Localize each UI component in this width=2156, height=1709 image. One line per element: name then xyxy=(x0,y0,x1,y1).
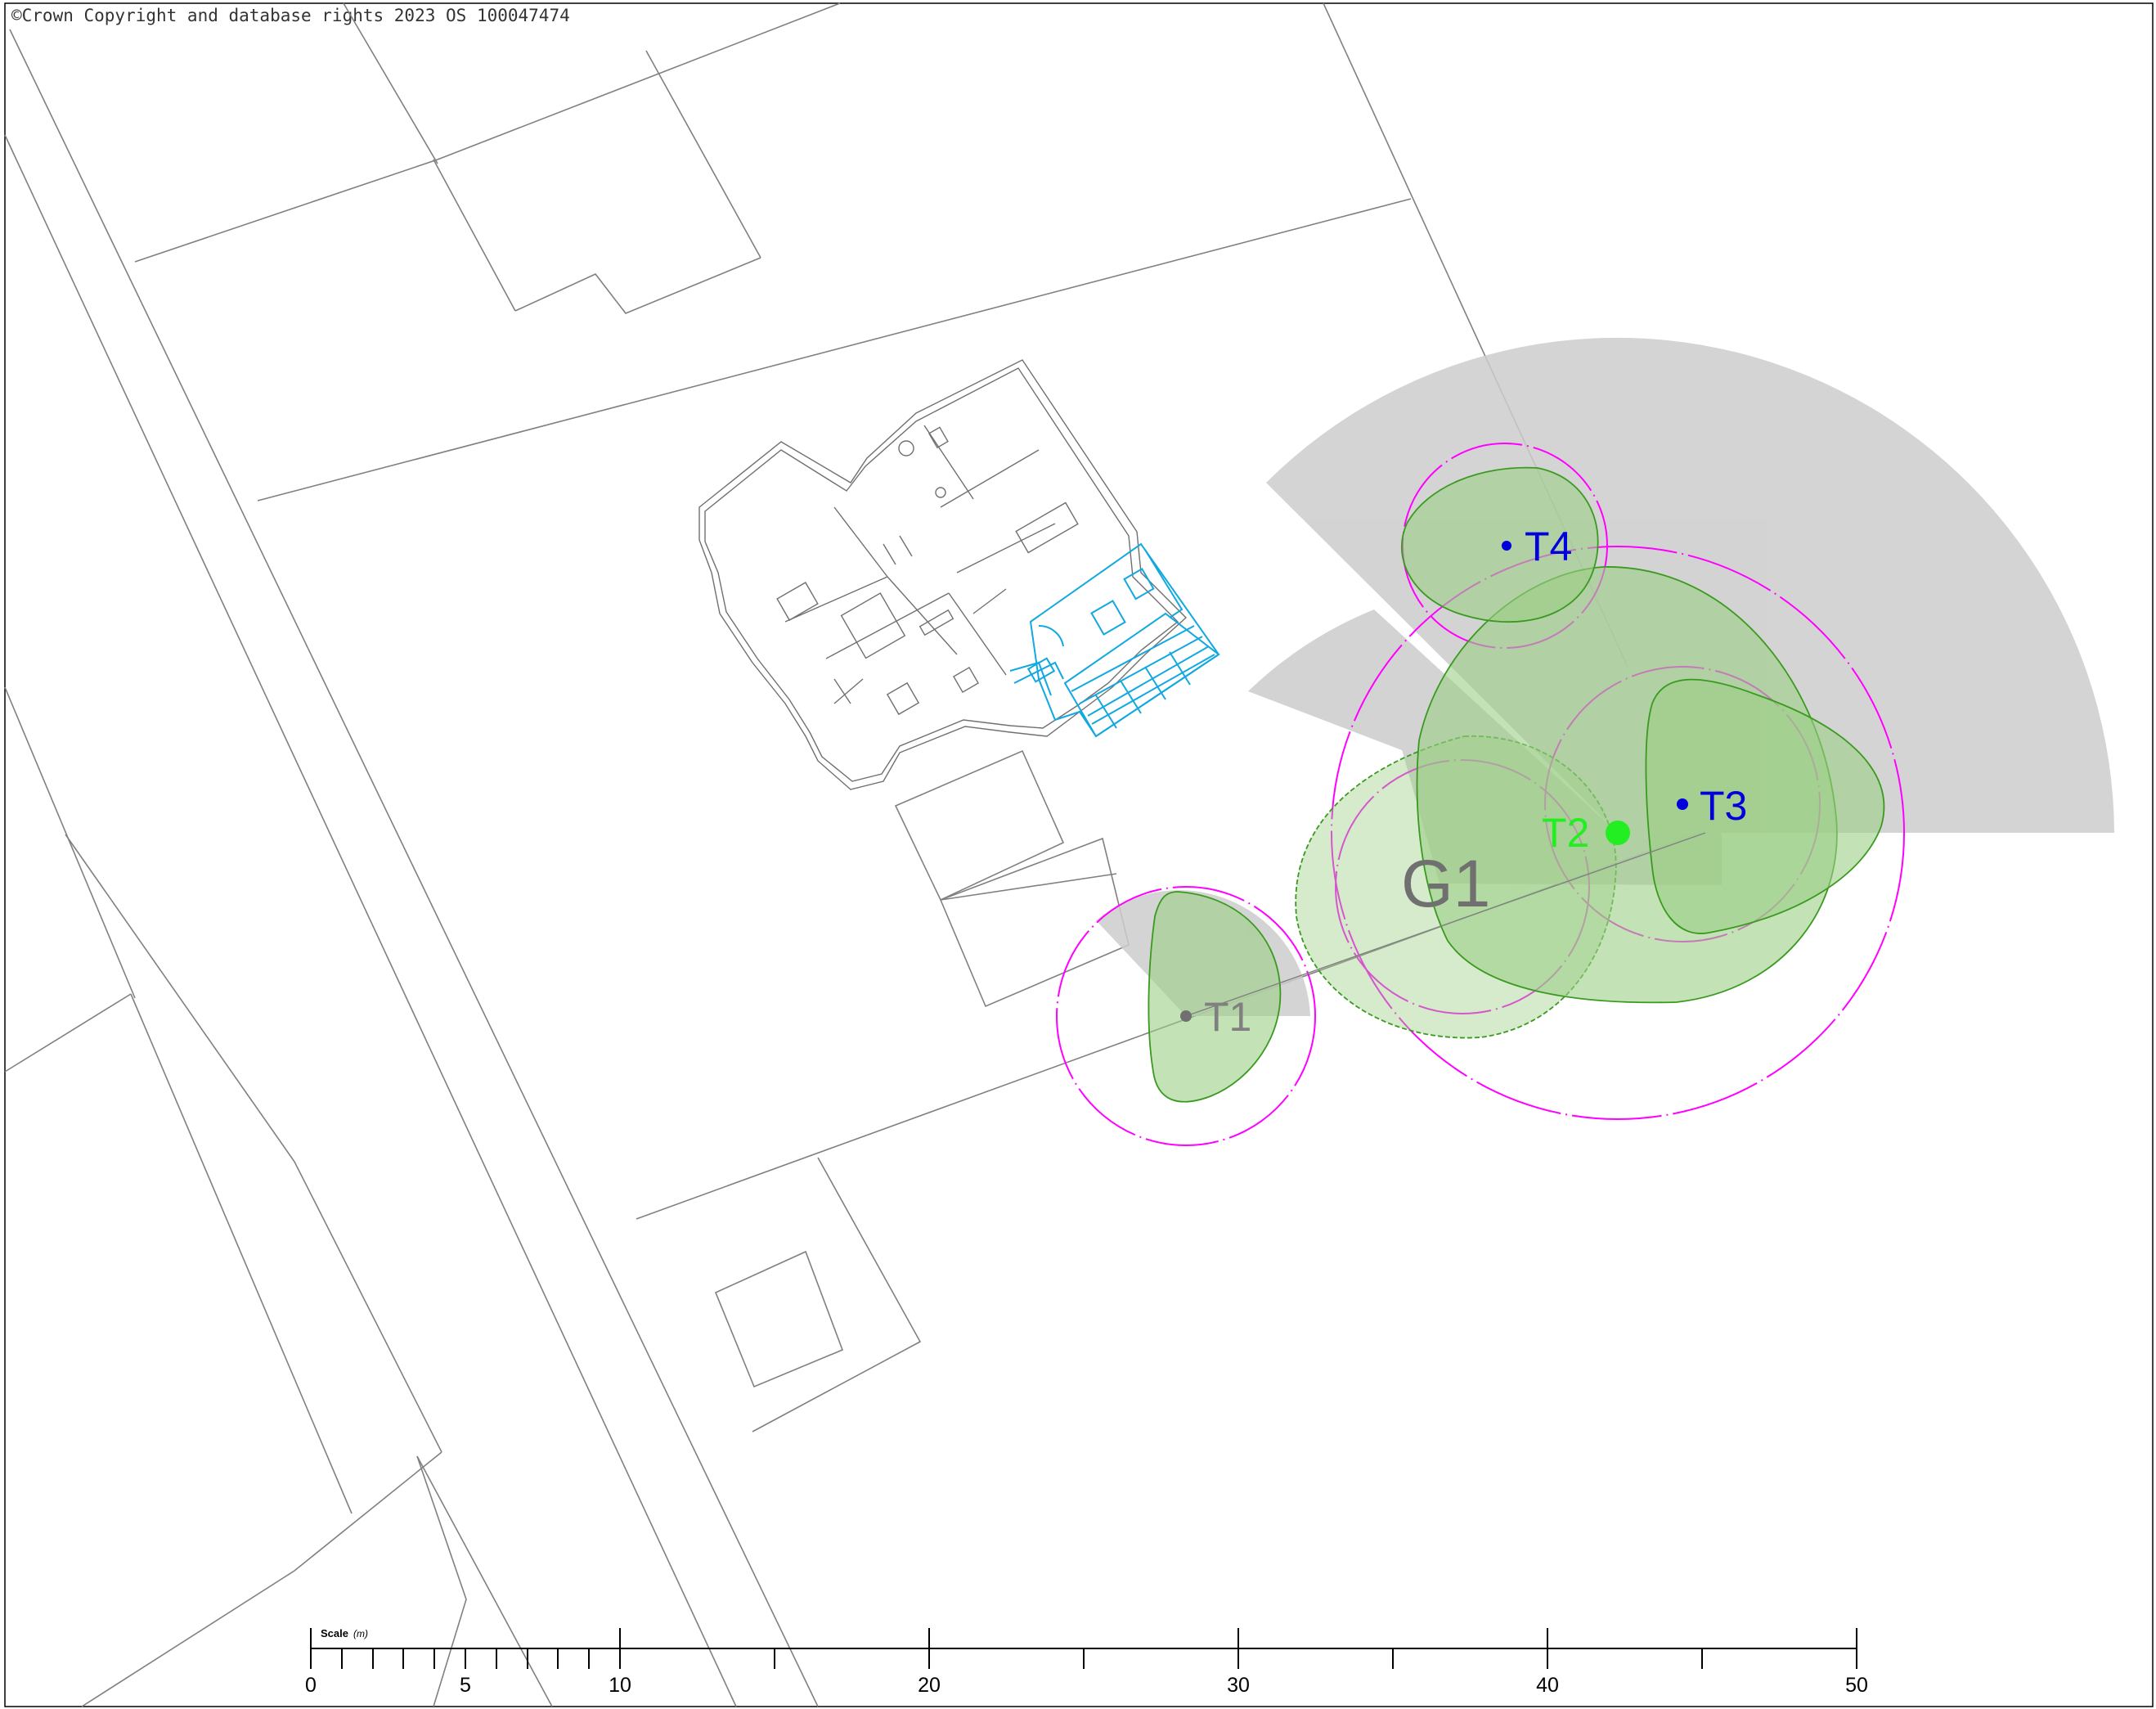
t4-stem-marker[interactable] xyxy=(1502,541,1511,551)
scale-label-40: 40 xyxy=(1536,1674,1559,1697)
scale-unit: (m) xyxy=(353,1628,368,1639)
g1-label: G1 xyxy=(1401,847,1490,921)
scale-label-30: 30 xyxy=(1227,1674,1250,1697)
scale-bar xyxy=(311,1628,1857,1669)
t1-label: T1 xyxy=(1204,994,1251,1040)
scale-label-50: 50 xyxy=(1845,1674,1868,1697)
proposed-extension xyxy=(1010,544,1219,736)
scale-label-10: 10 xyxy=(609,1674,631,1697)
t3-label: T3 xyxy=(1700,783,1747,829)
t1-stem-marker[interactable] xyxy=(1180,1010,1192,1022)
scale-label-0: 0 xyxy=(305,1674,317,1697)
scale-label-20: 20 xyxy=(918,1674,941,1697)
t4-label: T4 xyxy=(1525,524,1572,569)
t3-stem-marker[interactable] xyxy=(1677,798,1688,810)
copyright-notice: ©Crown Copyright and database rights 202… xyxy=(11,6,570,25)
scale-title: Scale xyxy=(321,1627,348,1639)
scale-label-5: 5 xyxy=(460,1674,471,1697)
t2-stem-marker[interactable] xyxy=(1606,821,1630,845)
t2-label: T2 xyxy=(1542,810,1589,856)
